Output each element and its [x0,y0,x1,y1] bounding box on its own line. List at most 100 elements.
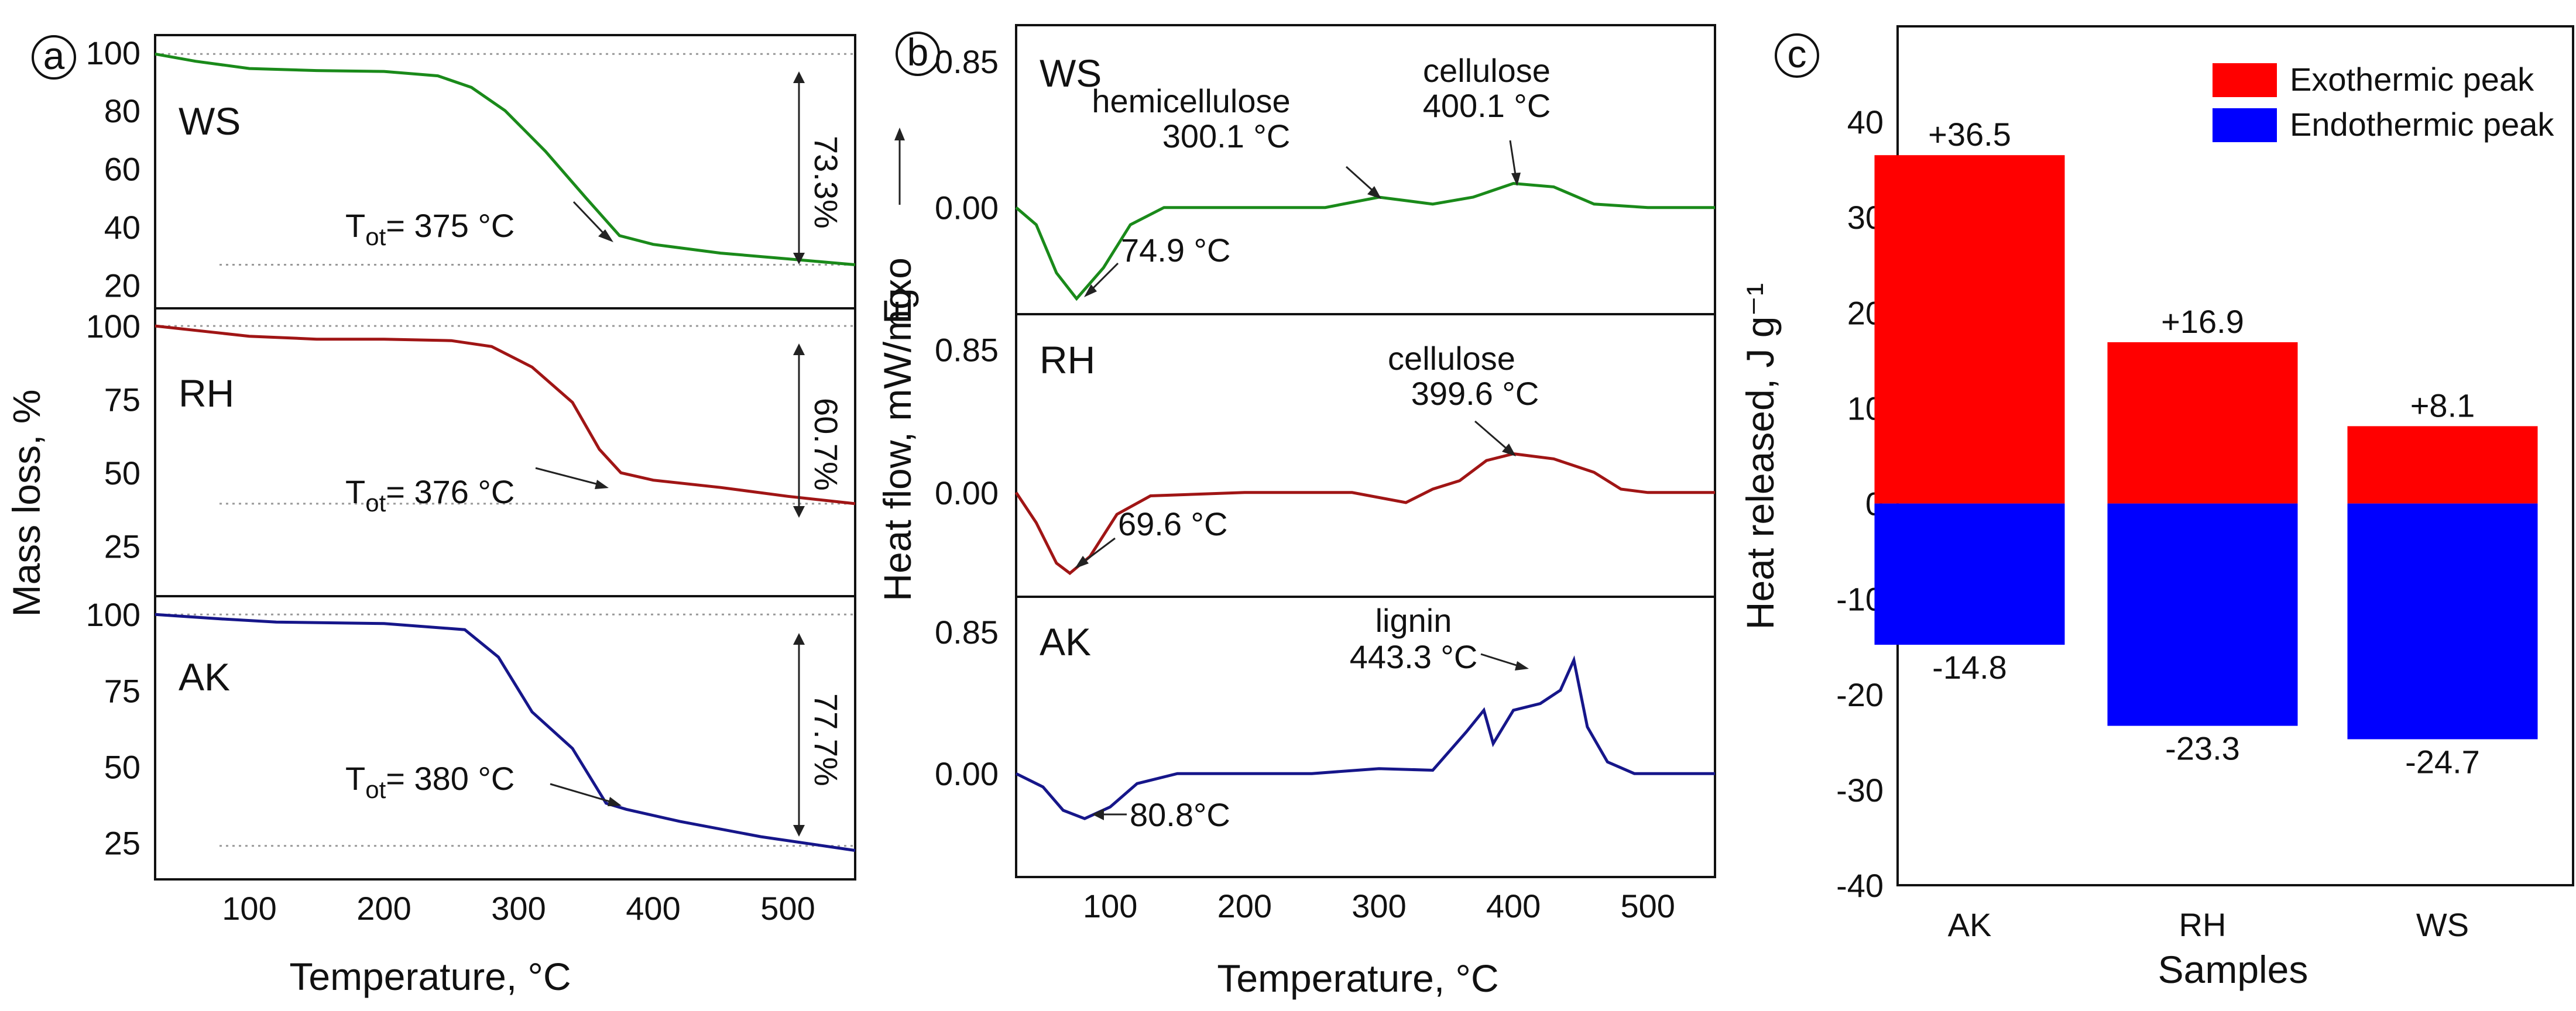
tot-annotation-ak: Tot= 380 °C [345,760,514,803]
panel-c: c Heat released, J g⁻¹ Samples 40 30 20 … [1738,25,2574,991]
x-tick-label-ws: WS [2416,906,2469,943]
data-label-endothermic-rh: -23.3 [2165,730,2240,767]
data-label-endothermic-ws: -24.7 [2405,743,2480,780]
y-tick-label: 40 [104,209,140,246]
series-line-rh-mass [155,324,856,506]
bar-exothermic-ak [1874,155,2065,504]
annotation-arrowhead [598,229,613,242]
x-tick-label: 300 [491,890,546,927]
arrowhead-up [793,343,805,355]
annotation-arrowhead [1511,173,1521,186]
panel-b-label: b [896,30,940,76]
x-tick-label: 100 [1083,888,1137,924]
plot-frame-a-rh [154,307,856,597]
annotation-arrow [1345,166,1377,194]
x-tick-label: 200 [1217,888,1272,924]
data-label-endothermic-ak: -14.8 [1932,649,2007,686]
x-tick-label-ak: AK [1948,906,1992,943]
y-tick-label: 25 [104,825,140,862]
panel-a: a Mass loss, % Temperature, °C 100 80 60… [5,34,856,998]
x-tick-label-rh: RH [2179,906,2227,943]
panel-b: b Heat flow, mW/mg Exo Temperature, °C 0… [876,24,1716,1000]
x-tick-label: 100 [222,890,276,927]
series-label-ak: AK [1040,620,1091,663]
annotation-arrowhead [1092,809,1104,820]
y-tick-label: 0.00 [935,755,999,792]
y-tick-label: 60 [104,151,140,188]
tot-symbol: T [345,473,365,510]
series-label-rh: RH [179,372,234,415]
annotation-arrowhead [1075,556,1089,569]
arrowhead-up [793,71,805,83]
mass-loss-label-ws: 73.3% [808,136,845,229]
y-tick-label: -20 [1836,676,1884,713]
subplot-a-ws: 100 80 60 40 20 WS Tot= 375 °C 73.3% [86,34,856,310]
legend: Exothermic peak Endothermic peak [2213,61,2554,143]
arrowhead-down [793,506,805,518]
y-tick-label: 100 [86,35,140,71]
plot-frame-b-ak [1015,596,1716,878]
panel-b-label-text: b [907,30,929,74]
annotation-arrowhead [1502,443,1516,456]
x-tick-label: 500 [760,890,815,927]
series-label-ak: AK [179,655,230,699]
y-tick-label: 25 [104,528,140,565]
x-tick-label: 200 [356,890,411,927]
y-tick-label: 40 [1847,104,1884,140]
legend-swatch-endothermic [2213,108,2277,142]
panel-a-ylabel: Mass loss, % [5,390,48,617]
annotation-arrow [1480,653,1522,668]
tot-symbol: T [345,760,365,797]
annotation-arrow [1474,420,1511,453]
annotation-arrowhead [1084,284,1097,297]
panel-c-label-text: c [1788,32,1807,75]
legend-label-exothermic: Exothermic peak [2290,61,2534,98]
y-tick-label: 80 [104,92,140,129]
plot-frame-b-ws [1015,24,1716,315]
subplot-b-ak: 0.85 0.00 AK 80.8°C lignin 443.3 °C [935,596,1716,878]
y-tick-label: 50 [104,455,140,491]
y-tick-label: 75 [104,672,140,709]
panel-b-xlabel: Temperature, °C [1217,957,1498,1000]
panel-a-xlabel: Temperature, °C [289,955,571,998]
annotation-arrowhead [1515,661,1529,670]
peak-annotation: 400.1 °C [1423,87,1551,124]
peak-annotation: 300.1 °C [1162,118,1291,154]
tot-subscript: ot [365,489,386,517]
panel-a-label: a [32,34,76,80]
panel-a-label-circle [32,35,76,80]
bar-exothermic-ws [2347,426,2538,504]
bar-exothermic-rh [2107,342,2298,504]
tot-subscript: ot [365,223,386,250]
panel-c-xlabel: Samples [2158,948,2309,991]
subplot-b-ws: 0.85 0.00 WS 74.9 °C hemicellulose 300.1… [935,24,1716,315]
data-label-exothermic-ak: +36.5 [1928,116,2011,153]
panel-b-label-circle [896,32,940,76]
data-label-exothermic-ws: +8.1 [2410,387,2475,424]
annotation-arrow [1509,140,1517,179]
y-tick-label: 100 [86,596,140,633]
mass-loss-label-rh: 60.7% [808,398,845,491]
peak-annotation: cellulose [1423,52,1551,89]
exo-label: Exo [876,257,919,324]
data-label-exothermic-rh: +16.9 [2161,303,2244,340]
bar-endothermic-ak [1874,503,2065,645]
plot-frame-b-rh [1015,313,1716,598]
bar-endothermic-ws [2347,503,2538,740]
y-tick-label: 0.00 [935,190,999,226]
panel-c-ylabel: Heat released, J g⁻¹ [1738,283,1782,630]
series-line-ak-mass [155,613,856,852]
series-label-ws: WS [179,99,241,143]
tot-annotation-rh: Tot= 376 °C [345,473,514,517]
peak-annotation: 399.6 °C [1411,375,1539,412]
series-label-ws: WS [1040,51,1102,95]
panel-b-ylabel: Heat flow, mW/mg [876,288,919,601]
subplot-b-rh: 0.85 0.00 RH 69.6 °C cellulose 399.6 °C [935,313,1716,598]
y-tick-label: 20 [104,267,140,304]
series-label-rh: RH [1040,338,1095,381]
peak-annotation: cellulose [1388,340,1515,377]
mass-loss-label-ak: 77.7% [808,693,845,786]
plot-frame-a-ws [154,34,856,310]
peak-annotation: 74.9 °C [1121,232,1230,269]
